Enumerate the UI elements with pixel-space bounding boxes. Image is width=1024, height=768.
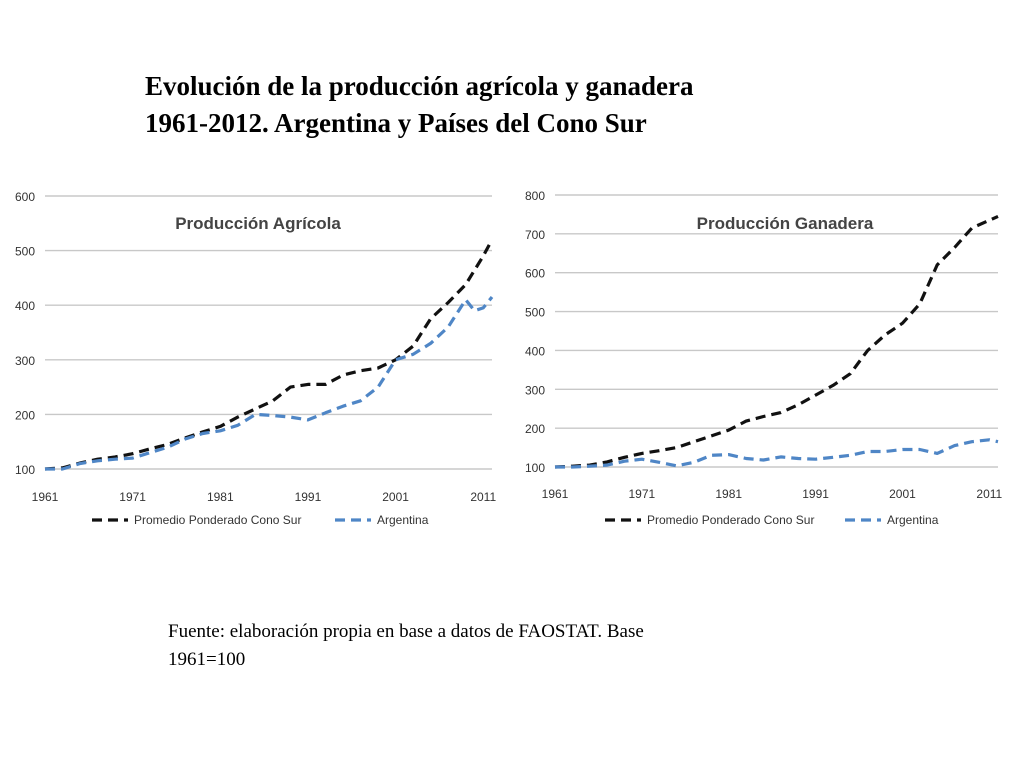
source-note: Fuente: elaboración propia en base a dat… [168,618,828,674]
y-tick-label: 300 [15,354,35,368]
y-tick-label: 600 [525,267,545,281]
series-line-cono-sur [44,238,494,471]
y-tick-label: 400 [525,344,545,358]
source-note-line-2: 1961=100 [168,649,246,670]
y-tick-label: 600 [15,190,35,204]
x-tick-label: 1991 [802,487,829,501]
x-tick-label: 1991 [295,490,322,504]
x-tick-label: 2011 [976,487,1002,501]
y-tick-label: 500 [525,306,545,320]
legend-label: Promedio Ponderado Cono Sur [134,513,301,527]
x-tick-label: 2001 [889,487,916,501]
page-title-line-1: Evolución de la producción agrícola y ga… [145,71,694,101]
chart-produccion-ganadera: 100 200 300 400 500 600 700 800 1961 1971 1981 1991… [525,189,1003,527]
chart-title: Producción Agrícola [175,214,341,233]
y-tick-label: 100 [525,461,545,475]
y-tick-label: 800 [525,189,545,203]
legend-label: Argentina [377,513,429,527]
page-title-line-2: 1961-2012. Argentina y Países del Cono S… [145,108,647,138]
y-tick-label: 100 [15,463,35,477]
legend-label: Argentina [887,513,939,527]
y-tick-label: 400 [15,299,35,313]
x-tick-label: 2011 [470,490,496,504]
series-line-argentina [45,295,494,471]
series-line-argentina [555,438,999,469]
x-tick-label: 1981 [715,487,742,501]
x-tick-label: 1971 [119,490,146,504]
y-tick-label: 300 [525,383,545,397]
y-tick-label: 700 [525,228,545,242]
chart-title: Producción Ganadera [697,214,874,233]
legend-label: Promedio Ponderado Cono Sur [647,513,814,527]
x-tick-label: 1961 [32,490,59,504]
series-line-cono-sur [554,214,999,469]
y-tick-label: 200 [525,422,545,436]
x-tick-label: 1961 [542,487,569,501]
x-tick-label: 1971 [629,487,656,501]
y-tick-label: 500 [15,245,35,259]
page-title: Evolución de la producción agrícola y ga… [145,68,1005,142]
y-tick-label: 200 [15,408,35,422]
x-tick-label: 1981 [207,490,234,504]
x-tick-label: 2001 [382,490,409,504]
source-note-line-1: Fuente: elaboración propia en base a dat… [168,621,644,642]
chart-produccion-agricola: 100 200 300 400 500 600 1961 1971 1981 1991 2001 20… [15,190,496,527]
